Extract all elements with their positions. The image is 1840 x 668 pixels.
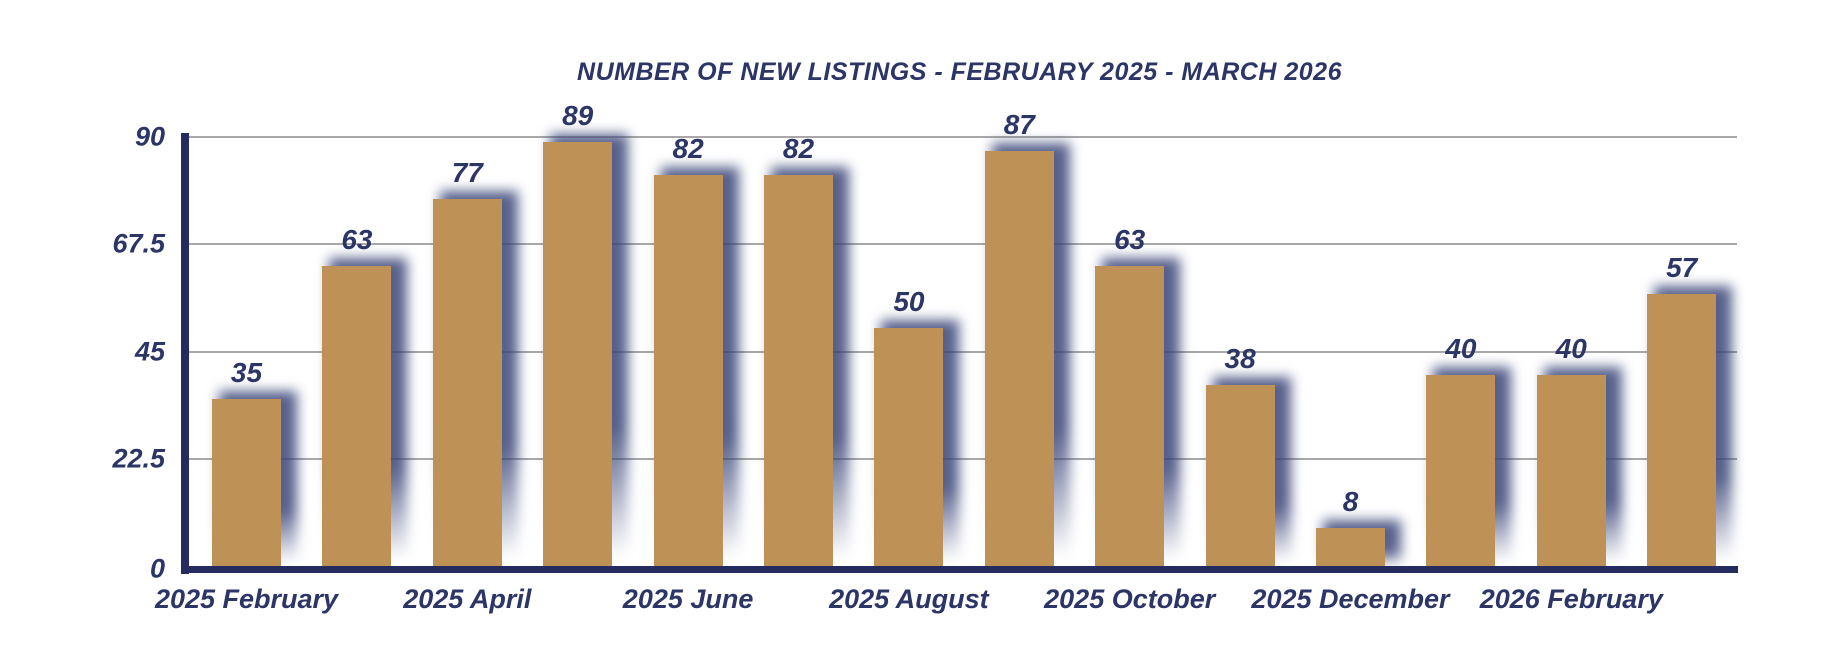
bar-40: 40 bbox=[1426, 333, 1512, 566]
y-tick-label: 0 bbox=[149, 553, 165, 584]
bar-value-label: 57 bbox=[1666, 252, 1698, 284]
chart-title: NUMBER OF NEW LISTINGS - FEBRUARY 2025 -… bbox=[577, 58, 1342, 86]
x-tick-label: 2025 August bbox=[829, 584, 989, 614]
x-tick-label: 2025 February bbox=[154, 584, 339, 614]
bar-40: 40 bbox=[1536, 333, 1622, 566]
y-tick-label: 90 bbox=[134, 121, 165, 152]
bar-fill bbox=[432, 198, 502, 566]
x-axis-line bbox=[181, 566, 1738, 573]
gridline-45 bbox=[189, 350, 1737, 353]
bar-fill bbox=[1095, 265, 1165, 566]
bar-fill bbox=[1205, 384, 1275, 566]
bar-fill bbox=[1647, 294, 1717, 566]
bar-fill bbox=[1316, 527, 1385, 566]
bar-value-label: 8 bbox=[1342, 485, 1359, 517]
x-tick-label: 2025 April bbox=[403, 584, 532, 614]
gridline-67.5 bbox=[189, 243, 1737, 246]
y-tick-label: 45 bbox=[134, 336, 165, 366]
bar-8: 8 bbox=[1316, 486, 1401, 566]
plot-area: 35 63 77 89 82 82 50 87 63 38 8 40 40 57 bbox=[189, 100, 1737, 566]
bar-50: 50 bbox=[874, 286, 960, 566]
bar-value-label: 63 bbox=[341, 223, 373, 255]
bar-value-label: 50 bbox=[893, 285, 925, 317]
y-tick-label: 22.5 bbox=[112, 443, 165, 474]
bar-value-label: 40 bbox=[1555, 333, 1587, 365]
bar-value-label: 35 bbox=[230, 357, 263, 389]
gridline-22.5 bbox=[189, 457, 1737, 460]
bar-fill bbox=[984, 151, 1054, 566]
bar-fill bbox=[1426, 375, 1496, 566]
bar-63: 63 bbox=[1095, 224, 1181, 566]
bar-87: 87 bbox=[984, 109, 1070, 566]
bar-63: 63 bbox=[322, 224, 408, 566]
x-tick-label: 2025 December bbox=[1251, 584, 1450, 614]
bar-value-label: 38 bbox=[1224, 342, 1256, 374]
bar-value-label: 82 bbox=[672, 133, 704, 165]
bar-38: 38 bbox=[1205, 343, 1291, 566]
bar-89: 89 bbox=[543, 100, 629, 566]
bar-57: 57 bbox=[1647, 252, 1733, 566]
x-axis-tick-labels: 2025 February 2025 April 2025 June 2025 Aug… bbox=[155, 584, 1737, 624]
bar-77: 77 bbox=[432, 157, 518, 566]
bar-fill bbox=[653, 175, 723, 566]
y-tick-label: 67.5 bbox=[112, 228, 165, 259]
bar-82: 82 bbox=[764, 133, 849, 566]
bar-value-label: 82 bbox=[782, 133, 815, 165]
bar-fill bbox=[322, 265, 392, 566]
gridline-90 bbox=[189, 136, 1737, 138]
bar-value-label: 63 bbox=[1114, 223, 1146, 255]
x-tick-label: 2026 February bbox=[1479, 584, 1663, 614]
bar-value-label: 89 bbox=[562, 99, 594, 131]
bar-fill bbox=[212, 399, 281, 566]
bar-value-label: 40 bbox=[1445, 333, 1477, 365]
bar-value-label: 77 bbox=[451, 156, 483, 188]
bar-fill bbox=[1536, 375, 1606, 566]
x-tick-label: 2025 June bbox=[622, 584, 754, 614]
y-axis-tick-labels: 90 67.5 45 22.5 0 bbox=[55, 122, 165, 584]
bar-fill bbox=[543, 141, 613, 566]
bar-82: 82 bbox=[653, 133, 739, 566]
x-tick-label: 2025 October bbox=[1044, 584, 1216, 614]
bar-value-label: 87 bbox=[1003, 109, 1035, 141]
bar-fill bbox=[874, 327, 944, 566]
y-axis-line bbox=[181, 133, 189, 574]
bar-fill bbox=[764, 175, 833, 566]
bar-35: 35 bbox=[212, 357, 297, 566]
